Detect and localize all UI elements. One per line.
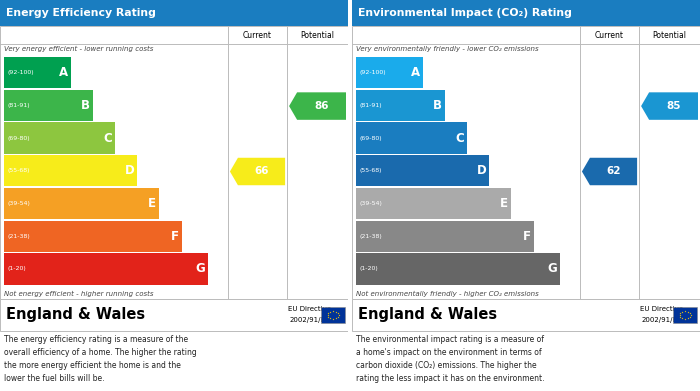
- Text: overall efficiency of a home. The higher the rating: overall efficiency of a home. The higher…: [4, 348, 197, 357]
- Bar: [0, 26, 348, 299]
- Bar: [0, 0, 348, 26]
- Text: EU Directive: EU Directive: [288, 306, 332, 312]
- Bar: [356, 155, 489, 187]
- Text: 86: 86: [314, 101, 329, 111]
- Bar: [352, 26, 700, 299]
- Bar: [356, 122, 467, 154]
- Text: (55-68): (55-68): [7, 168, 29, 173]
- Text: 66: 66: [254, 167, 269, 176]
- Text: B: B: [80, 99, 90, 112]
- Text: Environmental Impact (CO₂) Rating: Environmental Impact (CO₂) Rating: [358, 8, 572, 18]
- Bar: [321, 307, 345, 323]
- Bar: [352, 0, 700, 26]
- Bar: [4, 221, 181, 252]
- Text: G: G: [195, 262, 205, 275]
- Text: (1-20): (1-20): [359, 266, 378, 271]
- Text: the more energy efficient the home is and the: the more energy efficient the home is an…: [4, 361, 181, 370]
- Text: Current: Current: [595, 30, 624, 39]
- Bar: [4, 253, 208, 285]
- Text: 85: 85: [666, 101, 681, 111]
- Text: Very energy efficient - lower running costs: Very energy efficient - lower running co…: [4, 46, 153, 52]
- Text: E: E: [148, 197, 156, 210]
- Text: (81-91): (81-91): [7, 103, 29, 108]
- Bar: [356, 221, 533, 252]
- Text: rating the less impact it has on the environment.: rating the less impact it has on the env…: [356, 374, 545, 383]
- Text: Potential: Potential: [300, 30, 335, 39]
- Text: carbon dioxide (CO₂) emissions. The higher the: carbon dioxide (CO₂) emissions. The high…: [356, 361, 537, 370]
- Text: (55-68): (55-68): [359, 168, 382, 173]
- Text: B: B: [433, 99, 442, 112]
- Text: A: A: [59, 66, 68, 79]
- Text: a home's impact on the environment in terms of: a home's impact on the environment in te…: [356, 348, 542, 357]
- Text: D: D: [125, 164, 134, 177]
- Text: (81-91): (81-91): [359, 103, 382, 108]
- Text: (39-54): (39-54): [7, 201, 30, 206]
- Text: (21-38): (21-38): [7, 234, 29, 239]
- Text: F: F: [523, 230, 531, 243]
- Bar: [356, 253, 560, 285]
- Text: (21-38): (21-38): [359, 234, 382, 239]
- Polygon shape: [230, 158, 285, 185]
- Text: lower the fuel bills will be.: lower the fuel bills will be.: [4, 374, 104, 383]
- Text: Not environmentally friendly - higher CO₂ emissions: Not environmentally friendly - higher CO…: [356, 291, 539, 297]
- Bar: [4, 155, 137, 187]
- Text: England & Wales: England & Wales: [358, 307, 497, 323]
- Text: Very environmentally friendly - lower CO₂ emissions: Very environmentally friendly - lower CO…: [356, 46, 538, 52]
- Text: Energy Efficiency Rating: Energy Efficiency Rating: [6, 8, 156, 18]
- Text: (39-54): (39-54): [359, 201, 382, 206]
- Polygon shape: [641, 92, 698, 120]
- Text: Potential: Potential: [652, 30, 687, 39]
- Text: C: C: [455, 131, 464, 145]
- Bar: [352, 299, 700, 331]
- Text: 62: 62: [606, 167, 621, 176]
- Text: D: D: [477, 164, 486, 177]
- Bar: [348, 0, 352, 391]
- Text: Not energy efficient - higher running costs: Not energy efficient - higher running co…: [4, 291, 153, 297]
- Bar: [0, 299, 348, 331]
- Text: EU Directive: EU Directive: [640, 306, 683, 312]
- Text: (69-80): (69-80): [359, 136, 382, 140]
- Text: A: A: [410, 66, 419, 79]
- Bar: [356, 90, 444, 121]
- Bar: [356, 57, 423, 88]
- Text: England & Wales: England & Wales: [6, 307, 145, 323]
- Text: E: E: [500, 197, 508, 210]
- Bar: [4, 57, 71, 88]
- Bar: [356, 188, 512, 219]
- Bar: [4, 122, 115, 154]
- Text: The environmental impact rating is a measure of: The environmental impact rating is a mea…: [356, 335, 544, 344]
- Text: F: F: [171, 230, 178, 243]
- Text: C: C: [103, 131, 112, 145]
- Text: (69-80): (69-80): [7, 136, 29, 140]
- Text: 2002/91/EC: 2002/91/EC: [290, 317, 330, 323]
- Bar: [673, 307, 697, 323]
- Bar: [4, 90, 93, 121]
- Text: (1-20): (1-20): [7, 266, 26, 271]
- Text: The energy efficiency rating is a measure of the: The energy efficiency rating is a measur…: [4, 335, 188, 344]
- Text: (92-100): (92-100): [7, 70, 34, 75]
- Text: Current: Current: [243, 30, 272, 39]
- Polygon shape: [582, 158, 637, 185]
- Text: 2002/91/EC: 2002/91/EC: [642, 317, 682, 323]
- Text: (92-100): (92-100): [359, 70, 386, 75]
- Polygon shape: [289, 92, 346, 120]
- Bar: [4, 188, 160, 219]
- Text: G: G: [547, 262, 557, 275]
